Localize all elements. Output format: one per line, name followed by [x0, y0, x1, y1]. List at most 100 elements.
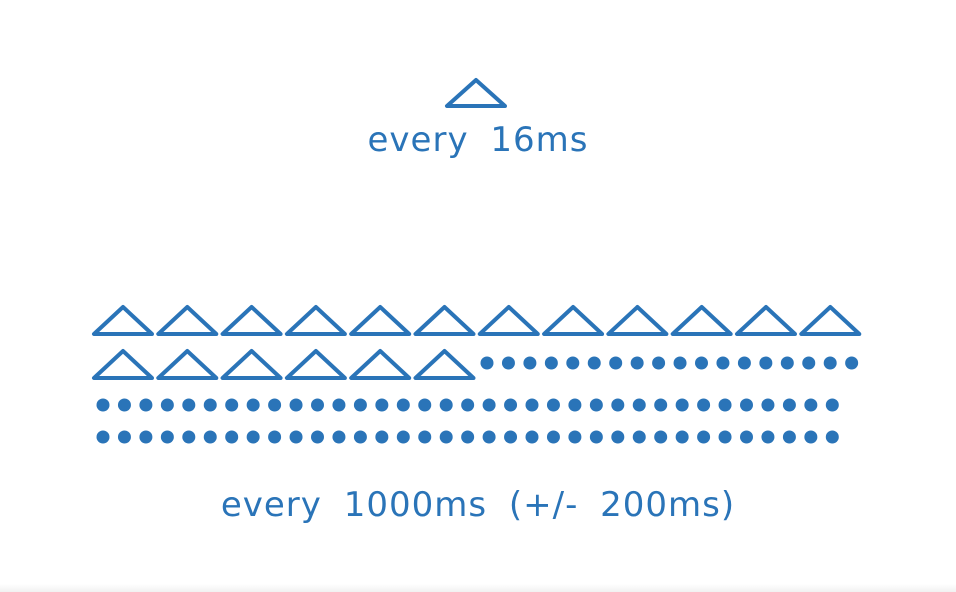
frame-dot-icon [804, 398, 818, 412]
frame-dot-icon [630, 356, 644, 370]
frame-dot-icon [804, 430, 818, 444]
frame-dot-icon [523, 356, 537, 370]
frame-triangle-icon [92, 349, 154, 380]
frame-dot-icon [311, 398, 324, 412]
frame-dot-icon [139, 398, 153, 412]
frame-dot-icon [246, 398, 260, 412]
frame-dot-icon [525, 398, 539, 412]
frame-dot-icon [845, 356, 859, 370]
frame-dot-icon [761, 430, 775, 444]
frame-dot-icon [525, 430, 539, 444]
frame-triangle-icon [92, 305, 154, 336]
frame-dot-icon [544, 356, 558, 370]
bottom-caption: every 1000ms (+/- 200ms) [220, 485, 736, 525]
frame-dot-icon [160, 430, 174, 444]
frame-dot-icon [375, 430, 389, 444]
frame-dot-icon [482, 430, 496, 444]
frame-dot-icon [480, 356, 494, 370]
frame-dot-icon [289, 430, 303, 444]
frame-dot-icon [117, 398, 131, 412]
frame-dot-icon [609, 356, 623, 370]
frame-triangle-icon [670, 305, 733, 336]
frame-dot-icon [396, 398, 410, 412]
frame-dot-icon [675, 430, 689, 444]
frame-dot-icon [740, 398, 753, 412]
frame-dot-icon [780, 356, 794, 370]
frame-triangle-icon [477, 305, 540, 336]
frame-dot-icon [439, 430, 453, 444]
frame-dot-icon [332, 430, 346, 444]
frame-dot-icon [654, 430, 668, 444]
frame-dot-icon [654, 398, 668, 412]
frame-dot-icon [568, 430, 582, 444]
frame-triangle-icon [156, 305, 219, 336]
frame-dot-icon [182, 430, 196, 444]
frame-dot-icon [418, 430, 432, 444]
top-caption: every 16ms [367, 120, 589, 160]
frame-dot-icon [782, 430, 796, 444]
frame-dot-icon [589, 398, 603, 412]
frame-dot-icon [673, 356, 687, 370]
frame-dot-icon [332, 398, 346, 412]
frame-dot-icon [225, 398, 239, 412]
frame-dot-icon [225, 430, 239, 444]
frame-dot-icon [461, 398, 475, 412]
frame-dot-icon [759, 356, 773, 370]
frame-dot-icon [203, 430, 217, 444]
frame-dot-icon [482, 398, 496, 412]
frame-triangle-icon [349, 305, 412, 336]
frame-dot-icon [761, 398, 775, 412]
top-triangle-icon [445, 78, 507, 108]
frame-dot-icon [823, 356, 837, 370]
frame-dot-icon [139, 430, 153, 444]
frame-dot-icon [611, 398, 625, 412]
frame-dot-icon [587, 356, 601, 370]
frame-dot-icon [504, 398, 518, 412]
frame-dot-icon [737, 356, 751, 370]
frame-dot-icon [289, 398, 303, 412]
frame-dot-icon [675, 398, 689, 412]
frame-dot-icon [439, 398, 453, 412]
frame-triangle-icon [413, 305, 476, 336]
frame-triangle-icon [220, 305, 283, 336]
frame-dot-icon [353, 430, 367, 444]
frame-dot-icon [546, 398, 560, 412]
bottom-edge-shadow [0, 584, 956, 592]
frame-dot-icon [268, 430, 282, 444]
frame-dot-icon [461, 430, 475, 444]
frame-dot-icon [568, 398, 582, 412]
frame-dot-icon [418, 398, 432, 412]
frame-dot-icon [718, 398, 732, 412]
frame-dot-icon [718, 430, 732, 444]
frame-dot-icon [825, 430, 839, 444]
frame-dot-icon [652, 356, 666, 370]
frame-dot-icon [825, 398, 839, 412]
frame-dot-icon [117, 430, 131, 444]
frame-dot-icon [182, 398, 196, 412]
frame-dot-icon [96, 430, 110, 444]
frame-dot-icon [632, 430, 646, 444]
frame-dot-icon [375, 398, 389, 412]
frame-dot-icon [96, 398, 110, 412]
frame-dot-icon [501, 356, 515, 370]
frame-triangle-icon [413, 349, 476, 380]
frame-triangle-icon [799, 305, 862, 336]
frame-dot-icon [782, 398, 796, 412]
frame-dot-icon [203, 398, 217, 412]
frame-dot-icon [566, 356, 580, 370]
frame-dot-icon [546, 430, 560, 444]
frame-triangle-icon [220, 349, 283, 380]
frame-dot-icon [268, 398, 282, 412]
frame-dot-icon [246, 430, 260, 444]
frame-dot-icon [697, 430, 711, 444]
frame-triangle-icon [156, 349, 219, 380]
frame-dot-icon [716, 356, 730, 370]
frame-dot-icon [504, 430, 518, 444]
frame-triangle-icon [735, 305, 797, 336]
frame-dot-icon [611, 430, 625, 444]
frame-dot-icon [740, 430, 753, 444]
frame-triangle-icon [284, 349, 347, 380]
frame-dot-icon [632, 398, 646, 412]
frame-triangle-icon [284, 305, 347, 336]
